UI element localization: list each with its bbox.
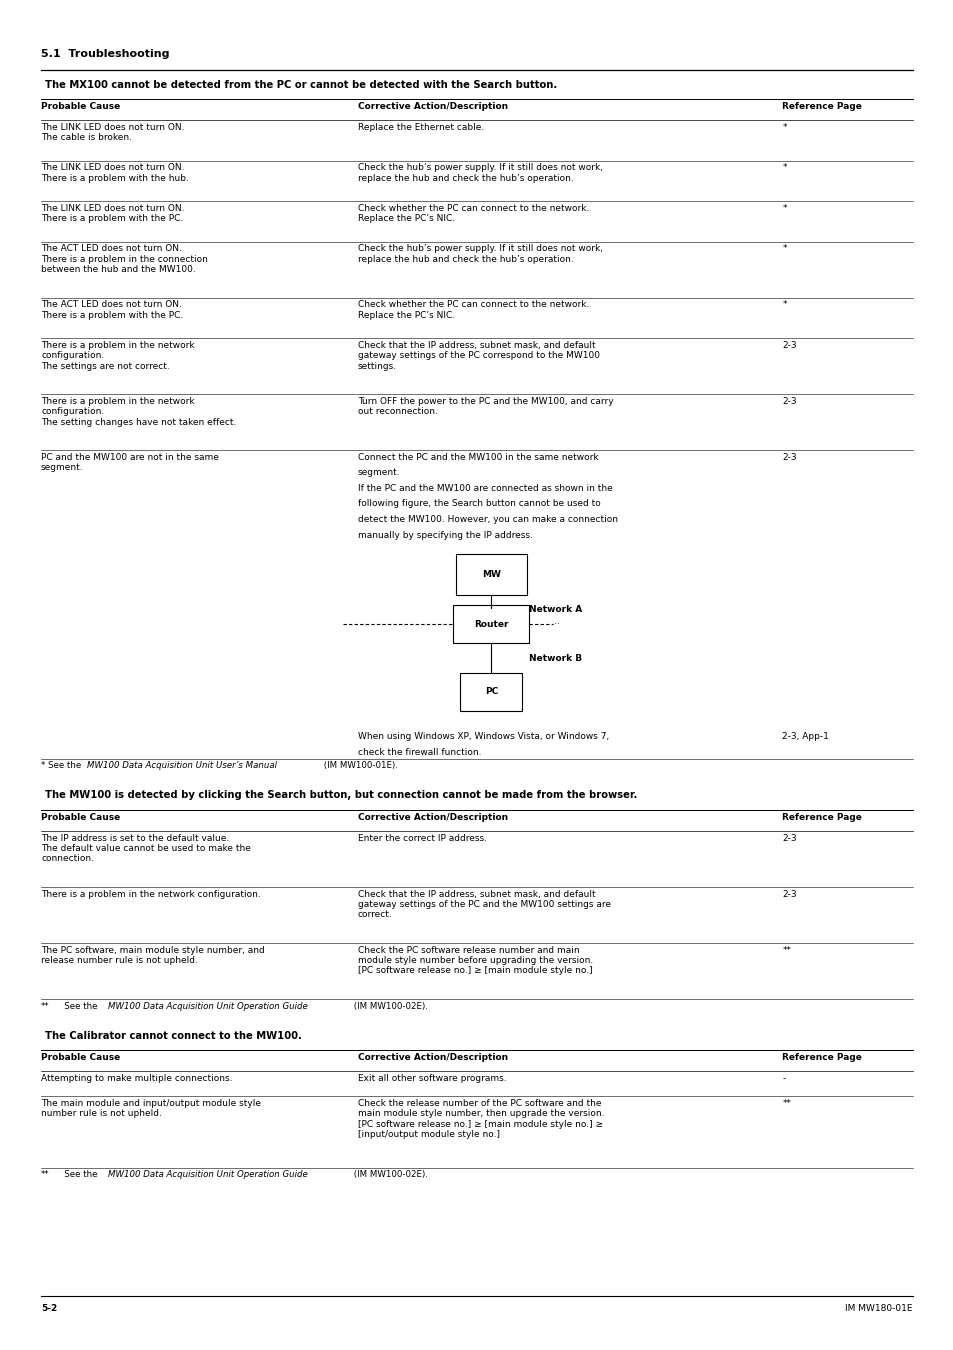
Text: **: **	[41, 1002, 50, 1011]
Text: The PC software, main module style number, and
release number rule is not upheld: The PC software, main module style numbe…	[41, 945, 265, 965]
Text: Probable Cause: Probable Cause	[41, 1053, 120, 1062]
Text: Network A: Network A	[529, 605, 582, 614]
Text: Check whether the PC can connect to the network.
Replace the PC’s NIC.: Check whether the PC can connect to the …	[357, 204, 589, 223]
Text: check the firewall function.: check the firewall function.	[357, 748, 480, 757]
Text: Reference Page: Reference Page	[781, 1053, 862, 1062]
Text: Check whether the PC can connect to the network.
Replace the PC’s NIC.: Check whether the PC can connect to the …	[357, 301, 589, 320]
Text: If the PC and the MW100 are connected as shown in the: If the PC and the MW100 are connected as…	[357, 483, 612, 493]
Text: The ACT LED does not turn ON.
There is a problem with the PC.: The ACT LED does not turn ON. There is a…	[41, 301, 183, 320]
Text: See the: See the	[56, 1002, 100, 1011]
Text: -: -	[781, 1073, 784, 1083]
Text: 2-3: 2-3	[781, 833, 796, 842]
Text: (IM MW100-02E).: (IM MW100-02E).	[351, 1170, 428, 1180]
Text: The IP address is set to the default value.
The default value cannot be used to : The IP address is set to the default val…	[41, 833, 251, 864]
Text: (IM MW100-02E).: (IM MW100-02E).	[351, 1002, 428, 1011]
Text: 5-2: 5-2	[41, 1304, 57, 1314]
Text: The LINK LED does not turn ON.
There is a problem with the PC.: The LINK LED does not turn ON. There is …	[41, 204, 184, 223]
Text: Network B: Network B	[529, 653, 582, 663]
Text: There is a problem in the network
configuration.
The settings are not correct.: There is a problem in the network config…	[41, 342, 194, 371]
FancyBboxPatch shape	[453, 605, 529, 643]
Text: IM MW180-01E: IM MW180-01E	[844, 1304, 912, 1314]
Text: segment.: segment.	[357, 468, 400, 478]
Text: Corrective Action/Description: Corrective Action/Description	[357, 1053, 507, 1062]
Text: The main module and input/output module style
number rule is not upheld.: The main module and input/output module …	[41, 1099, 261, 1118]
Text: The ACT LED does not turn ON.
There is a problem in the connection
between the h: The ACT LED does not turn ON. There is a…	[41, 244, 208, 274]
Text: ··: ··	[554, 620, 559, 629]
Text: Enter the correct IP address.: Enter the correct IP address.	[357, 833, 486, 842]
Text: Exit all other software programs.: Exit all other software programs.	[357, 1073, 506, 1083]
Text: Check the hub’s power supply. If it still does not work,
replace the hub and che: Check the hub’s power supply. If it stil…	[357, 163, 602, 182]
Text: Connect the PC and the MW100 in the same network: Connect the PC and the MW100 in the same…	[357, 454, 598, 462]
Text: *: *	[781, 123, 786, 132]
Text: Router: Router	[474, 620, 508, 629]
Text: MW100 Data Acquisition Unit Operation Guide: MW100 Data Acquisition Unit Operation Gu…	[108, 1170, 307, 1180]
Text: 2-3: 2-3	[781, 454, 796, 462]
Text: When using Windows XP, Windows Vista, or Windows 7,: When using Windows XP, Windows Vista, or…	[357, 732, 608, 741]
Text: **: **	[781, 1099, 790, 1108]
Text: There is a problem in the network configuration.: There is a problem in the network config…	[41, 890, 260, 899]
Text: MW: MW	[481, 570, 500, 579]
Text: Reference Page: Reference Page	[781, 103, 862, 111]
Text: 2-3: 2-3	[781, 890, 796, 899]
Text: Check the hub’s power supply. If it still does not work,
replace the hub and che: Check the hub’s power supply. If it stil…	[357, 244, 602, 263]
FancyBboxPatch shape	[460, 672, 522, 710]
FancyBboxPatch shape	[456, 554, 526, 594]
Text: MW100 Data Acquisition Unit User’s Manual: MW100 Data Acquisition Unit User’s Manua…	[87, 761, 276, 771]
Text: Check the PC software release number and main
module style number before upgradi: Check the PC software release number and…	[357, 945, 593, 976]
Text: *: *	[781, 163, 786, 173]
Text: (IM MW100-01E).: (IM MW100-01E).	[320, 761, 397, 771]
Text: detect the MW100. However, you can make a connection: detect the MW100. However, you can make …	[357, 514, 618, 524]
Text: There is a problem in the network
configuration.
The setting changes have not ta: There is a problem in the network config…	[41, 397, 236, 427]
Text: Replace the Ethernet cable.: Replace the Ethernet cable.	[357, 123, 483, 132]
Text: Check the release number of the PC software and the
main module style number, th: Check the release number of the PC softw…	[357, 1099, 603, 1139]
Text: MW100 Data Acquisition Unit Operation Guide: MW100 Data Acquisition Unit Operation Gu…	[108, 1002, 307, 1011]
Text: The Calibrator cannot connect to the MW100.: The Calibrator cannot connect to the MW1…	[45, 1030, 301, 1041]
Text: 5.1  Troubleshooting: 5.1 Troubleshooting	[41, 49, 170, 58]
Text: following figure, the Search button cannot be used to: following figure, the Search button cann…	[357, 500, 599, 509]
Text: Check that the IP address, subnet mask, and default
gateway settings of the PC c: Check that the IP address, subnet mask, …	[357, 342, 599, 371]
Text: Probable Cause: Probable Cause	[41, 103, 120, 111]
Text: * See the: * See the	[41, 761, 84, 771]
Text: The MX100 cannot be detected from the PC or cannot be detected with the Search b: The MX100 cannot be detected from the PC…	[45, 80, 557, 89]
Text: PC and the MW100 are not in the same
segment.: PC and the MW100 are not in the same seg…	[41, 454, 218, 472]
Text: *: *	[781, 204, 786, 213]
Text: Attempting to make multiple connections.: Attempting to make multiple connections.	[41, 1073, 233, 1083]
Text: **: **	[41, 1170, 50, 1180]
Text: Corrective Action/Description: Corrective Action/Description	[357, 103, 507, 111]
Text: Check that the IP address, subnet mask, and default
gateway settings of the PC a: Check that the IP address, subnet mask, …	[357, 890, 610, 919]
Text: The LINK LED does not turn ON.
The cable is broken.: The LINK LED does not turn ON. The cable…	[41, 123, 184, 142]
Text: The LINK LED does not turn ON.
There is a problem with the hub.: The LINK LED does not turn ON. There is …	[41, 163, 189, 182]
Text: Probable Cause: Probable Cause	[41, 813, 120, 822]
Text: *: *	[781, 301, 786, 309]
Text: Reference Page: Reference Page	[781, 813, 862, 822]
Text: 2-3: 2-3	[781, 397, 796, 406]
Text: 2-3: 2-3	[781, 342, 796, 350]
Text: See the: See the	[56, 1170, 100, 1180]
Text: manually by specifying the IP address.: manually by specifying the IP address.	[357, 531, 532, 540]
Text: 2-3, App-1: 2-3, App-1	[781, 732, 828, 741]
Text: PC: PC	[484, 687, 497, 697]
Text: Turn OFF the power to the PC and the MW100, and carry
out reconnection.: Turn OFF the power to the PC and the MW1…	[357, 397, 613, 416]
Text: *: *	[781, 244, 786, 254]
Text: **: **	[781, 945, 790, 954]
Text: Corrective Action/Description: Corrective Action/Description	[357, 813, 507, 822]
Text: The MW100 is detected by clicking the Search button, but connection cannot be ma: The MW100 is detected by clicking the Se…	[45, 790, 637, 801]
